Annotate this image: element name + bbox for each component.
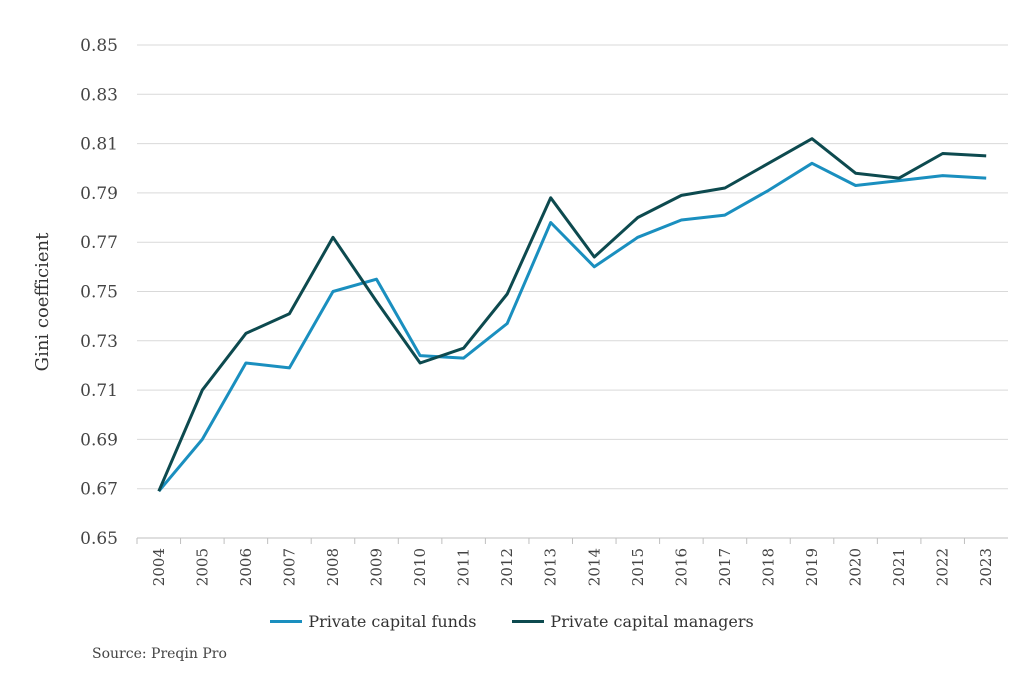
x-tick-label: 2004 — [150, 548, 168, 586]
legend-item-managers: Private capital managers — [512, 612, 754, 631]
y-tick-label: 0.69 — [80, 430, 118, 450]
x-tick-label: 2022 — [934, 548, 952, 586]
x-tick-label: 2017 — [716, 548, 734, 586]
series-line-managers — [157, 137, 987, 492]
x-tick-label: 2005 — [193, 548, 211, 586]
x-tick-label: 2006 — [237, 548, 255, 586]
y-axis-label: Gini coefficient — [32, 232, 53, 371]
x-tick-label: 2016 — [672, 548, 690, 586]
y-tick-label: 0.79 — [80, 184, 118, 204]
x-tick-label: 2023 — [977, 548, 995, 586]
legend: Private capital funds Private capital ma… — [0, 612, 1024, 631]
y-tick-label: 0.71 — [80, 381, 118, 401]
legend-label-funds: Private capital funds — [308, 612, 477, 631]
x-tick-label: 2010 — [411, 548, 429, 586]
x-tick-label: 2009 — [368, 548, 386, 586]
x-tick-label: 2011 — [455, 548, 473, 586]
y-tick-label: 0.75 — [80, 283, 118, 303]
y-tick-label: 0.83 — [80, 85, 118, 105]
series-lines — [157, 137, 987, 493]
x-tick-label: 2013 — [542, 548, 560, 586]
y-tick-label: 0.77 — [80, 233, 118, 253]
legend-item-funds: Private capital funds — [270, 612, 476, 631]
x-tick-label: 2008 — [324, 548, 342, 586]
x-tick-label: 2021 — [890, 548, 908, 586]
x-axis: 2004 2005 2006 2007 2008 2009 2010 2011 2012 2013… — [136, 538, 995, 586]
x-tick-label: 2014 — [585, 548, 603, 586]
x-tick-label: 2019 — [803, 548, 821, 586]
y-tick-label: 0.73 — [80, 332, 118, 352]
chart: 0.65 0.67 0.69 0.71 0.73 0.75 0.77 0.79 0.81 0.83… — [32, 36, 1008, 586]
x-tick-label: 2012 — [498, 548, 516, 586]
y-tick-label: 0.67 — [80, 480, 118, 500]
y-tick-label: 0.65 — [80, 529, 118, 549]
series-line-funds — [157, 161, 987, 493]
legend-swatch-funds — [270, 620, 303, 623]
x-tick-label: 2018 — [759, 548, 777, 586]
legend-swatch-managers — [512, 620, 545, 623]
grid — [137, 44, 1008, 539]
x-tick-label: 2015 — [629, 548, 647, 586]
y-tick-label: 0.85 — [80, 36, 118, 56]
y-axis: 0.65 0.67 0.69 0.71 0.73 0.75 0.77 0.79 0.81 0.83… — [80, 36, 118, 549]
x-tick-label: 2007 — [280, 548, 298, 586]
legend-label-managers: Private capital managers — [550, 612, 754, 631]
source-note: Source: Preqin Pro — [92, 646, 227, 662]
y-tick-label: 0.81 — [80, 135, 118, 155]
x-tick-label: 2020 — [847, 548, 865, 586]
